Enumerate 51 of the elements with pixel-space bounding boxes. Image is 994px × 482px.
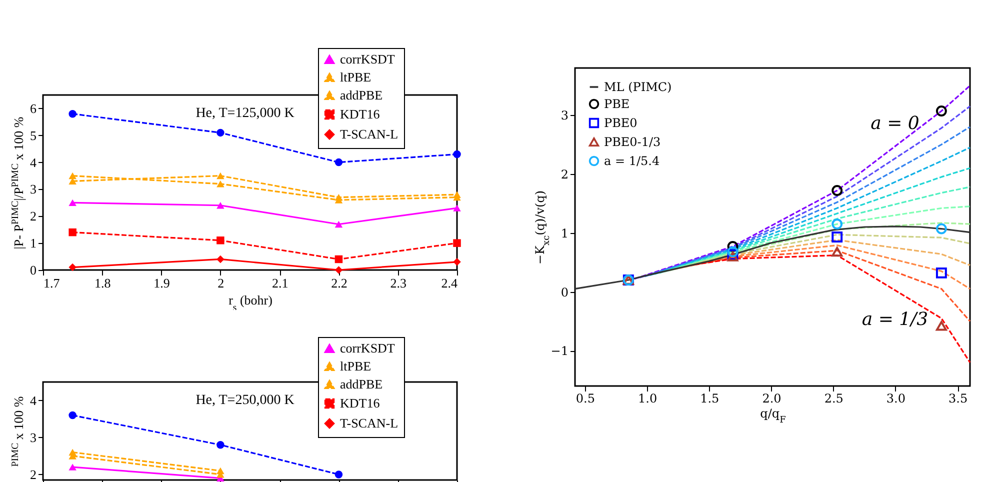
x-tick-label: 2.3 bbox=[390, 276, 406, 290]
y-tick-label: 4 bbox=[30, 392, 37, 408]
x-tick-label: 0.5 bbox=[576, 392, 595, 406]
x-tick-label: 1.8 bbox=[94, 276, 111, 290]
legend-label: T-SCAN-L bbox=[340, 126, 398, 142]
x-tick-label: 2 bbox=[218, 276, 224, 290]
y-tick-label: 1 bbox=[560, 226, 568, 240]
legend-label: PBE0-1/3 bbox=[604, 135, 661, 149]
x-tick-label: 1.0 bbox=[638, 392, 658, 406]
legend-label: T-SCAN-L bbox=[340, 416, 398, 430]
legend-label: ltPBE bbox=[340, 70, 372, 84]
legend-label: corrKSDT bbox=[340, 52, 395, 66]
annotation: a = 1/3 bbox=[862, 309, 928, 330]
y-tick-label: 3 bbox=[560, 108, 568, 123]
legend-label: addPBE bbox=[340, 376, 383, 392]
legend-label: ML (PIMC) bbox=[604, 80, 672, 94]
x-tick-label: 2.5 bbox=[824, 392, 844, 406]
legend-label: PBE0 bbox=[604, 116, 638, 130]
annotation: He, T=250,000 K bbox=[196, 393, 294, 408]
x-tick-label: 2.2 bbox=[331, 276, 348, 290]
x-axis-title: r$_{s}$ (bohr) bbox=[228, 292, 272, 313]
legend-label: a = 1/5.4 bbox=[604, 154, 660, 168]
y-tick-label: 6 bbox=[30, 100, 37, 116]
annotation: He, T=125,000 K bbox=[196, 106, 294, 121]
annotation: a = 0 bbox=[870, 113, 920, 134]
y-tick-label: −1 bbox=[550, 344, 568, 358]
x-tick-label: 1.9 bbox=[154, 276, 170, 290]
y-tick-label: 0 bbox=[30, 262, 36, 278]
legend-label: KDT16 bbox=[340, 106, 380, 122]
y-tick-label: 5 bbox=[30, 128, 36, 143]
x-tick-label: 2.1 bbox=[272, 276, 288, 290]
y-tick-label: 2 bbox=[30, 208, 36, 224]
x-axis-title: q/q$_{F}$ bbox=[760, 406, 786, 426]
y-tick-label: 3 bbox=[30, 182, 36, 197]
legend-label: ltPBE bbox=[340, 358, 372, 374]
y-tick-label: 2 bbox=[560, 168, 568, 182]
legend-label: KDT16 bbox=[340, 396, 380, 410]
x-tick-label: 3.0 bbox=[886, 392, 906, 406]
legend-label: PBE bbox=[604, 97, 630, 111]
x-tick-label: 2.4 bbox=[441, 276, 458, 290]
y-tick-label: 3 bbox=[30, 430, 36, 445]
y-tick-label: 1 bbox=[30, 236, 36, 251]
y-tick-label: 4 bbox=[30, 154, 37, 170]
legend-label: addPBE bbox=[340, 88, 383, 102]
legend-label: corrKSDT bbox=[340, 340, 395, 356]
y-tick-label: 2 bbox=[30, 466, 36, 482]
x-tick-label: 2.0 bbox=[762, 392, 782, 406]
x-tick-label: 3.5 bbox=[948, 392, 968, 406]
x-tick-label: 1.5 bbox=[700, 392, 720, 406]
x-tick-label: 1.7 bbox=[44, 276, 60, 290]
y-tick-label: 0 bbox=[560, 285, 568, 300]
